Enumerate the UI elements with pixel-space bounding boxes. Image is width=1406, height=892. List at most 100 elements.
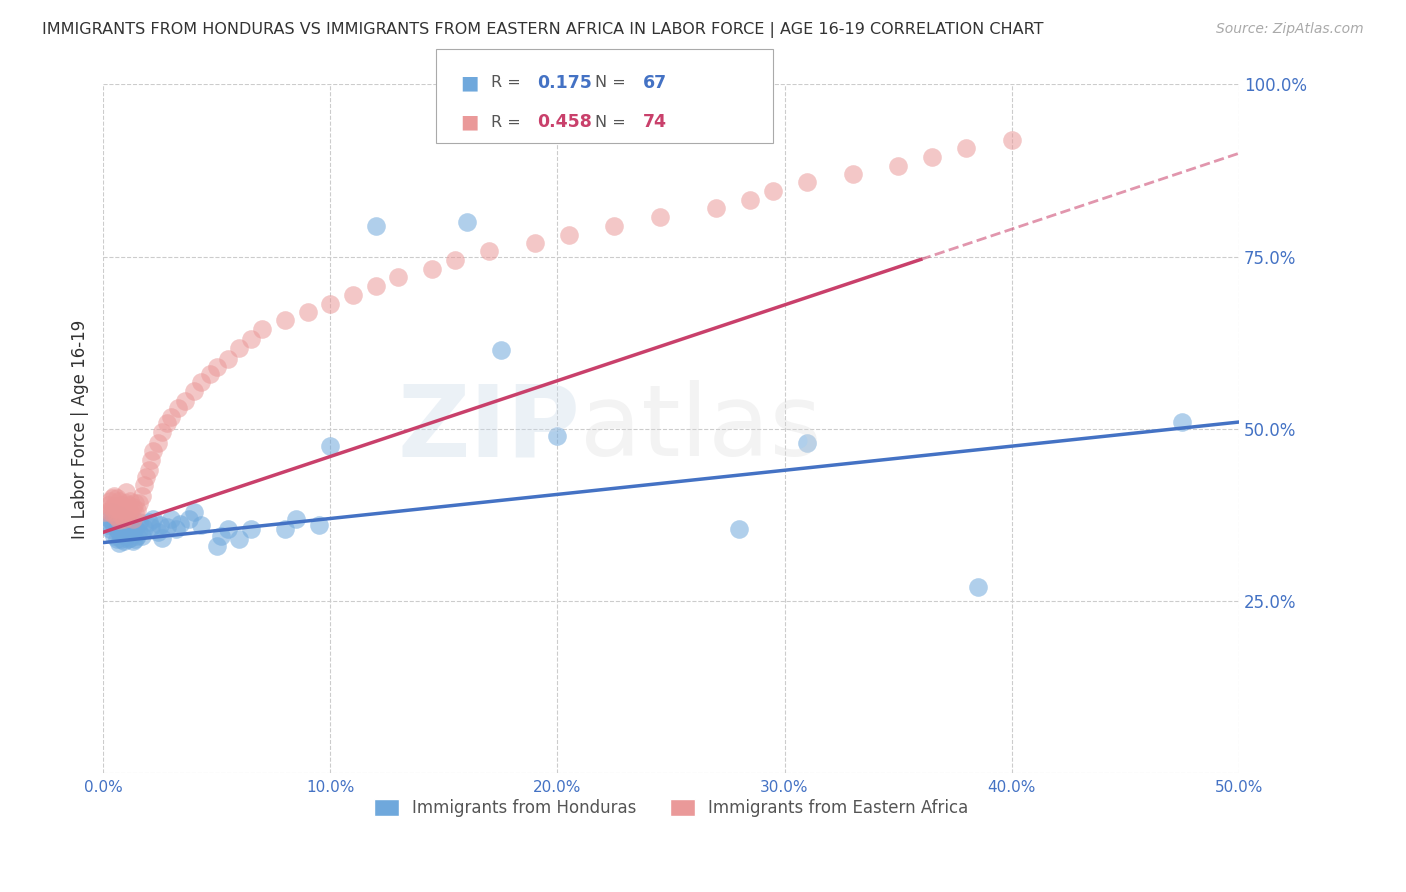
Point bbox=[115, 506, 138, 520]
Point bbox=[364, 219, 387, 233]
Point bbox=[209, 529, 232, 543]
Text: atlas: atlas bbox=[581, 380, 821, 477]
Point bbox=[110, 508, 132, 522]
Point bbox=[319, 439, 342, 453]
Point bbox=[124, 496, 146, 510]
Point bbox=[478, 244, 501, 259]
Point bbox=[105, 501, 128, 516]
Point bbox=[228, 532, 250, 546]
Point bbox=[444, 253, 467, 268]
Point bbox=[103, 529, 125, 543]
Text: ZIP: ZIP bbox=[398, 380, 581, 477]
Point bbox=[217, 351, 239, 366]
Point bbox=[105, 511, 128, 525]
Point bbox=[603, 219, 626, 233]
Point bbox=[174, 394, 197, 409]
Point bbox=[138, 463, 160, 477]
Text: 0.458: 0.458 bbox=[537, 113, 592, 131]
Point bbox=[342, 287, 364, 301]
Point bbox=[139, 520, 162, 534]
Point bbox=[285, 511, 308, 525]
Point bbox=[127, 529, 149, 543]
Y-axis label: In Labor Force | Age 16-19: In Labor Force | Age 16-19 bbox=[72, 319, 89, 539]
Text: 0.175: 0.175 bbox=[537, 74, 592, 92]
Point bbox=[138, 515, 160, 529]
Point bbox=[169, 516, 191, 531]
Point bbox=[239, 522, 262, 536]
Point bbox=[108, 518, 131, 533]
Point bbox=[120, 520, 142, 534]
Point bbox=[955, 141, 977, 155]
Point bbox=[97, 518, 120, 533]
Point bbox=[1001, 132, 1024, 146]
Point bbox=[121, 533, 143, 548]
Point bbox=[887, 159, 910, 173]
Point bbox=[308, 518, 330, 533]
Point bbox=[205, 539, 228, 553]
Point bbox=[103, 499, 125, 513]
Point bbox=[546, 429, 568, 443]
Point bbox=[297, 305, 319, 319]
Point bbox=[117, 508, 139, 522]
Point bbox=[274, 313, 297, 327]
Point bbox=[160, 511, 183, 525]
Point bbox=[142, 444, 165, 458]
Point bbox=[103, 490, 125, 504]
Point bbox=[132, 521, 155, 535]
Point bbox=[108, 508, 131, 522]
Point bbox=[149, 518, 172, 533]
Point bbox=[239, 332, 262, 346]
Point bbox=[115, 520, 138, 534]
Point bbox=[110, 522, 132, 536]
Point bbox=[108, 503, 131, 517]
Point bbox=[387, 270, 409, 285]
Point bbox=[110, 513, 132, 527]
Point bbox=[274, 522, 297, 536]
Point bbox=[165, 522, 187, 536]
Text: N =: N = bbox=[595, 115, 631, 129]
Text: R =: R = bbox=[491, 115, 526, 129]
Point bbox=[108, 493, 131, 508]
Point bbox=[94, 505, 117, 519]
Point bbox=[128, 496, 150, 510]
Point bbox=[120, 531, 142, 545]
Point bbox=[762, 184, 785, 198]
Point bbox=[112, 514, 135, 528]
Point bbox=[156, 520, 179, 534]
Point bbox=[108, 525, 131, 540]
Point bbox=[98, 522, 121, 536]
Point bbox=[456, 215, 478, 229]
Point bbox=[110, 532, 132, 546]
Point bbox=[112, 524, 135, 538]
Point bbox=[198, 367, 221, 381]
Point bbox=[796, 175, 818, 189]
Point bbox=[648, 210, 671, 224]
Point bbox=[205, 359, 228, 374]
Point bbox=[558, 227, 581, 242]
Text: 67: 67 bbox=[643, 74, 666, 92]
Point bbox=[706, 202, 728, 216]
Point bbox=[112, 511, 135, 525]
Text: N =: N = bbox=[595, 76, 631, 90]
Point bbox=[115, 529, 138, 543]
Point bbox=[105, 491, 128, 505]
Point bbox=[150, 425, 173, 440]
Point bbox=[98, 494, 121, 508]
Point bbox=[101, 491, 124, 505]
Point bbox=[101, 505, 124, 519]
Text: 74: 74 bbox=[643, 113, 666, 131]
Point bbox=[108, 535, 131, 549]
Point bbox=[117, 498, 139, 512]
Point bbox=[319, 296, 342, 310]
Point bbox=[728, 522, 751, 536]
Point bbox=[120, 505, 142, 519]
Point bbox=[966, 581, 988, 595]
Text: ■: ■ bbox=[460, 112, 478, 132]
Point bbox=[115, 485, 138, 500]
Point bbox=[128, 525, 150, 540]
Point bbox=[796, 435, 818, 450]
Point bbox=[101, 515, 124, 529]
Point bbox=[489, 343, 512, 357]
Point bbox=[120, 493, 142, 508]
Point bbox=[183, 384, 205, 398]
